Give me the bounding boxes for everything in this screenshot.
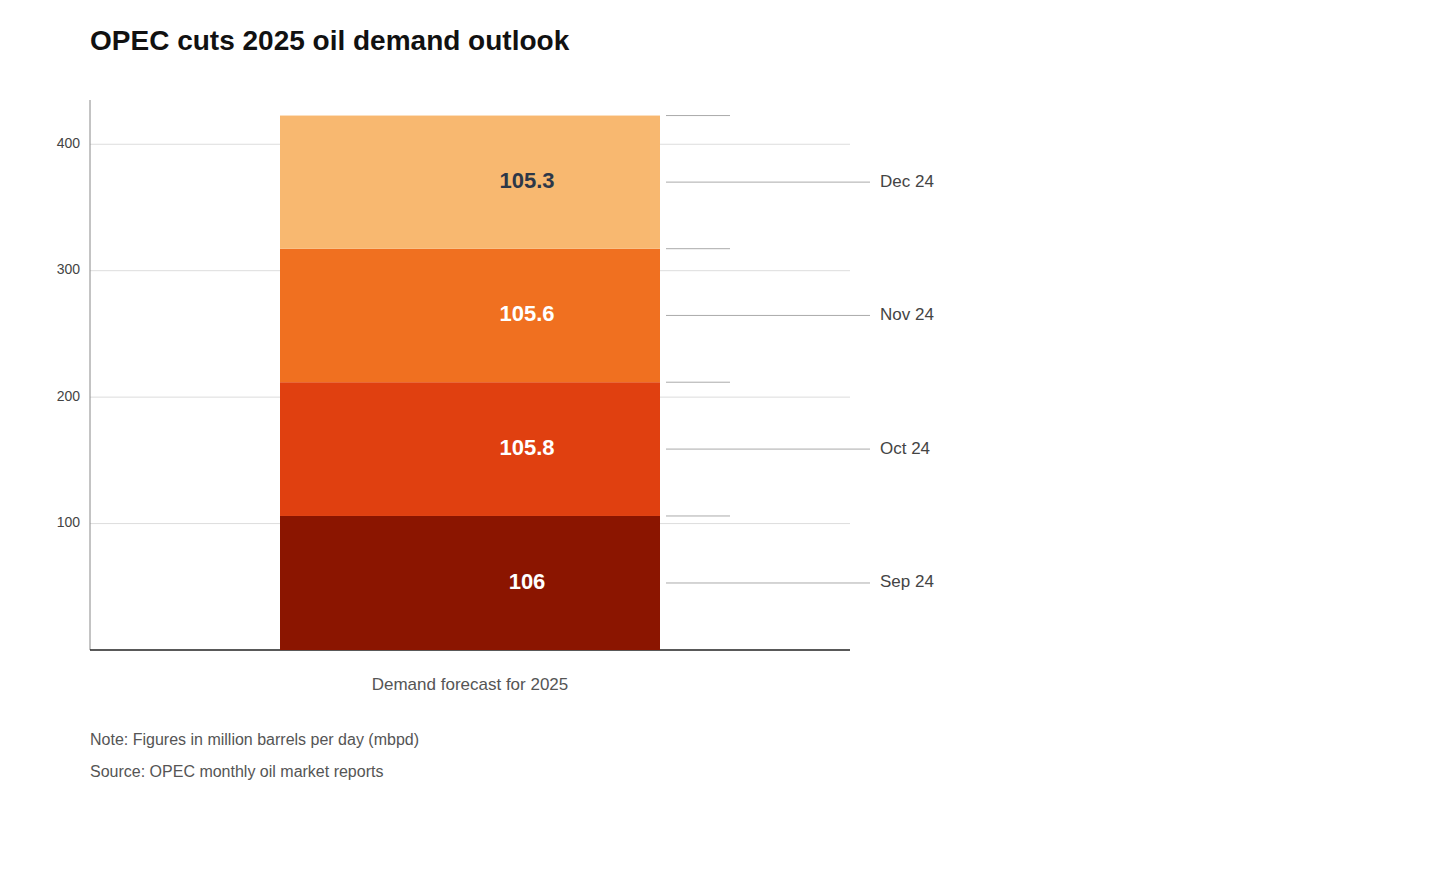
annotation: Note: Figures in million barrels per day… <box>90 731 419 748</box>
x-axis-label: Demand forecast for 2025 <box>372 675 569 694</box>
leader-line <box>666 582 870 583</box>
bar-segment <box>280 249 660 383</box>
data-label: 105.6 <box>499 301 554 326</box>
data-label: 106 <box>509 569 546 594</box>
data-label: 105.3 <box>499 168 554 193</box>
series-label: Nov 24 <box>880 305 934 324</box>
series-label: Oct 24 <box>880 439 930 458</box>
series-label: Sep 24 <box>880 572 934 591</box>
bars <box>280 116 660 650</box>
leader-line <box>666 182 870 183</box>
leader-line <box>666 515 730 516</box>
chart: OPEC cuts 2025 oil demand outlook 100 200 3… <box>0 0 1430 872</box>
leader-line <box>666 449 870 450</box>
leader-line <box>666 115 730 116</box>
y-tick-label: 200 <box>57 388 81 404</box>
y-axis-line <box>90 100 91 650</box>
y-tick-label: 400 <box>57 135 81 151</box>
bar-segment <box>280 516 660 650</box>
background <box>0 0 1430 872</box>
series-label: Dec 24 <box>880 172 934 191</box>
leader-line <box>666 382 730 383</box>
annotation: Source: OPEC monthly oil market reports <box>90 763 383 780</box>
bar-segment <box>280 116 660 249</box>
title: OPEC cuts 2025 oil demand outlook <box>90 25 570 56</box>
leader-line <box>666 315 870 316</box>
y-tick-label: 300 <box>57 261 81 277</box>
data-label: 105.8 <box>499 435 554 460</box>
bar-segment <box>280 382 660 516</box>
labels: 106 Sep 24 105.8 Oct 24 105.6 Nov 24 105.3 Dec … <box>499 116 933 594</box>
leader-line <box>666 248 730 249</box>
y-tick-label: 100 <box>57 514 81 530</box>
